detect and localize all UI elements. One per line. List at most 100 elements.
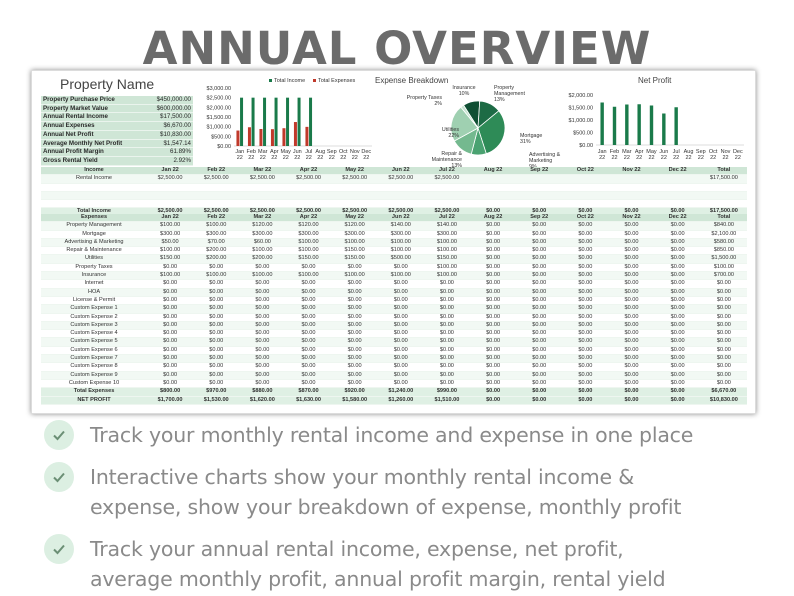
- row-label[interactable]: Custom Expense 10: [41, 379, 148, 389]
- row-cell[interactable]: $0.00: [654, 362, 701, 372]
- row-cell[interactable]: $0.00: [654, 379, 701, 389]
- row-cell[interactable]: $850.00: [700, 246, 747, 256]
- row-cell[interactable]: $0.00: [193, 379, 240, 389]
- row-cell[interactable]: [147, 191, 194, 201]
- summary-value[interactable]: $6,670.00: [144, 121, 193, 131]
- row-label[interactable]: Property Management: [41, 221, 148, 231]
- row-cell[interactable]: $100.00: [423, 271, 470, 281]
- row-cell[interactable]: $0.00: [608, 254, 655, 264]
- row-cell[interactable]: $0.00: [516, 279, 563, 289]
- row-cell[interactable]: [423, 191, 470, 201]
- row-cell[interactable]: $0.00: [654, 230, 701, 239]
- row-cell[interactable]: $0.00: [700, 354, 747, 364]
- row-cell[interactable]: $0.00: [377, 263, 424, 273]
- row-cell[interactable]: $300.00: [377, 230, 424, 239]
- row-cell[interactable]: $100.00: [147, 271, 194, 281]
- row-cell[interactable]: $0.00: [470, 329, 517, 339]
- row-cell[interactable]: $0.00: [516, 221, 563, 231]
- row-cell[interactable]: $0.00: [377, 288, 424, 297]
- row-cell[interactable]: [470, 199, 517, 209]
- row-cell[interactable]: $0.00: [654, 221, 701, 231]
- row-cell[interactable]: $0.00: [470, 346, 517, 356]
- row-cell[interactable]: $840.00: [700, 221, 747, 231]
- row-cell[interactable]: $0.00: [470, 246, 517, 256]
- row-label[interactable]: Mortgage: [41, 230, 148, 239]
- row-cell[interactable]: $0.00: [331, 329, 378, 339]
- summary-value[interactable]: $1,547.14: [144, 139, 193, 149]
- row-cell[interactable]: $0.00: [654, 238, 701, 248]
- row-cell[interactable]: $0.00: [147, 313, 194, 322]
- row-cell[interactable]: [700, 183, 747, 192]
- row-cell[interactable]: $0.00: [562, 271, 609, 281]
- row-cell[interactable]: $0.00: [377, 354, 424, 364]
- row-cell[interactable]: $0.00: [516, 246, 563, 256]
- row-cell[interactable]: [285, 199, 332, 209]
- row-cell[interactable]: $0.00: [470, 296, 517, 306]
- row-cell[interactable]: $200.00: [193, 246, 240, 256]
- row-cell[interactable]: [562, 183, 609, 192]
- row-cell[interactable]: $0.00: [608, 337, 655, 347]
- row-cell[interactable]: $0.00: [654, 313, 701, 322]
- row-cell[interactable]: $0.00: [423, 329, 470, 339]
- row-cell[interactable]: $0.00: [516, 271, 563, 281]
- row-cell[interactable]: $0.00: [608, 221, 655, 231]
- row-cell[interactable]: $0.00: [285, 263, 332, 273]
- row-cell[interactable]: $100.00: [377, 246, 424, 256]
- row-cell[interactable]: $2,500.00: [423, 174, 470, 184]
- row-label[interactable]: [41, 183, 148, 192]
- row-cell[interactable]: $0.00: [562, 313, 609, 322]
- row-cell[interactable]: $0.00: [608, 321, 655, 331]
- row-cell[interactable]: $0.00: [562, 279, 609, 289]
- row-cell[interactable]: $0.00: [562, 230, 609, 239]
- row-cell[interactable]: $0.00: [654, 288, 701, 297]
- summary-value[interactable]: 2.92%: [144, 156, 193, 166]
- row-label[interactable]: Custom Expense 8: [41, 362, 148, 372]
- row-cell[interactable]: $120.00: [331, 221, 378, 231]
- row-cell[interactable]: $0.00: [193, 288, 240, 297]
- row-cell[interactable]: $0.00: [193, 313, 240, 322]
- row-cell[interactable]: [562, 199, 609, 209]
- row-cell[interactable]: $0.00: [285, 304, 332, 314]
- row-cell[interactable]: $0.00: [147, 371, 194, 380]
- row-cell[interactable]: [377, 191, 424, 201]
- row-cell[interactable]: $0.00: [700, 379, 747, 389]
- row-cell[interactable]: $0.00: [608, 362, 655, 372]
- row-cell[interactable]: [654, 191, 701, 201]
- row-cell[interactable]: $0.00: [193, 362, 240, 372]
- row-cell[interactable]: $0.00: [516, 321, 563, 331]
- row-cell[interactable]: $0.00: [423, 354, 470, 364]
- row-cell[interactable]: $0.00: [470, 354, 517, 364]
- row-label[interactable]: Insurance: [41, 271, 148, 281]
- row-cell[interactable]: $0.00: [470, 371, 517, 380]
- row-cell[interactable]: $0.00: [700, 362, 747, 372]
- row-label[interactable]: Custom Expense 9: [41, 371, 148, 380]
- row-cell[interactable]: [193, 191, 240, 201]
- row-cell[interactable]: [562, 191, 609, 201]
- row-cell[interactable]: $0.00: [193, 279, 240, 289]
- row-cell[interactable]: $0.00: [285, 371, 332, 380]
- row-cell[interactable]: $0.00: [239, 279, 286, 289]
- row-label[interactable]: Rental Income: [41, 174, 148, 184]
- row-cell[interactable]: $100.00: [423, 246, 470, 256]
- row-cell[interactable]: $700.00: [700, 271, 747, 281]
- row-cell[interactable]: [516, 199, 563, 209]
- row-cell[interactable]: $0.00: [700, 296, 747, 306]
- row-cell[interactable]: $0.00: [239, 362, 286, 372]
- row-cell[interactable]: $0.00: [285, 346, 332, 356]
- row-cell[interactable]: $0.00: [331, 321, 378, 331]
- row-cell[interactable]: $100.00: [423, 263, 470, 273]
- row-cell[interactable]: $0.00: [193, 337, 240, 347]
- row-cell[interactable]: $2,500.00: [239, 174, 286, 184]
- row-cell[interactable]: $0.00: [331, 362, 378, 372]
- row-cell[interactable]: $100.00: [700, 263, 747, 273]
- row-cell[interactable]: $0.00: [377, 362, 424, 372]
- row-cell[interactable]: $120.00: [239, 221, 286, 231]
- row-cell[interactable]: $0.00: [654, 254, 701, 264]
- row-cell[interactable]: [470, 174, 517, 184]
- row-cell[interactable]: $0.00: [147, 354, 194, 364]
- row-cell[interactable]: [608, 191, 655, 201]
- row-cell[interactable]: $0.00: [331, 379, 378, 389]
- row-cell[interactable]: $2,500.00: [285, 174, 332, 184]
- row-cell[interactable]: $0.00: [423, 337, 470, 347]
- row-cell[interactable]: $0.00: [147, 362, 194, 372]
